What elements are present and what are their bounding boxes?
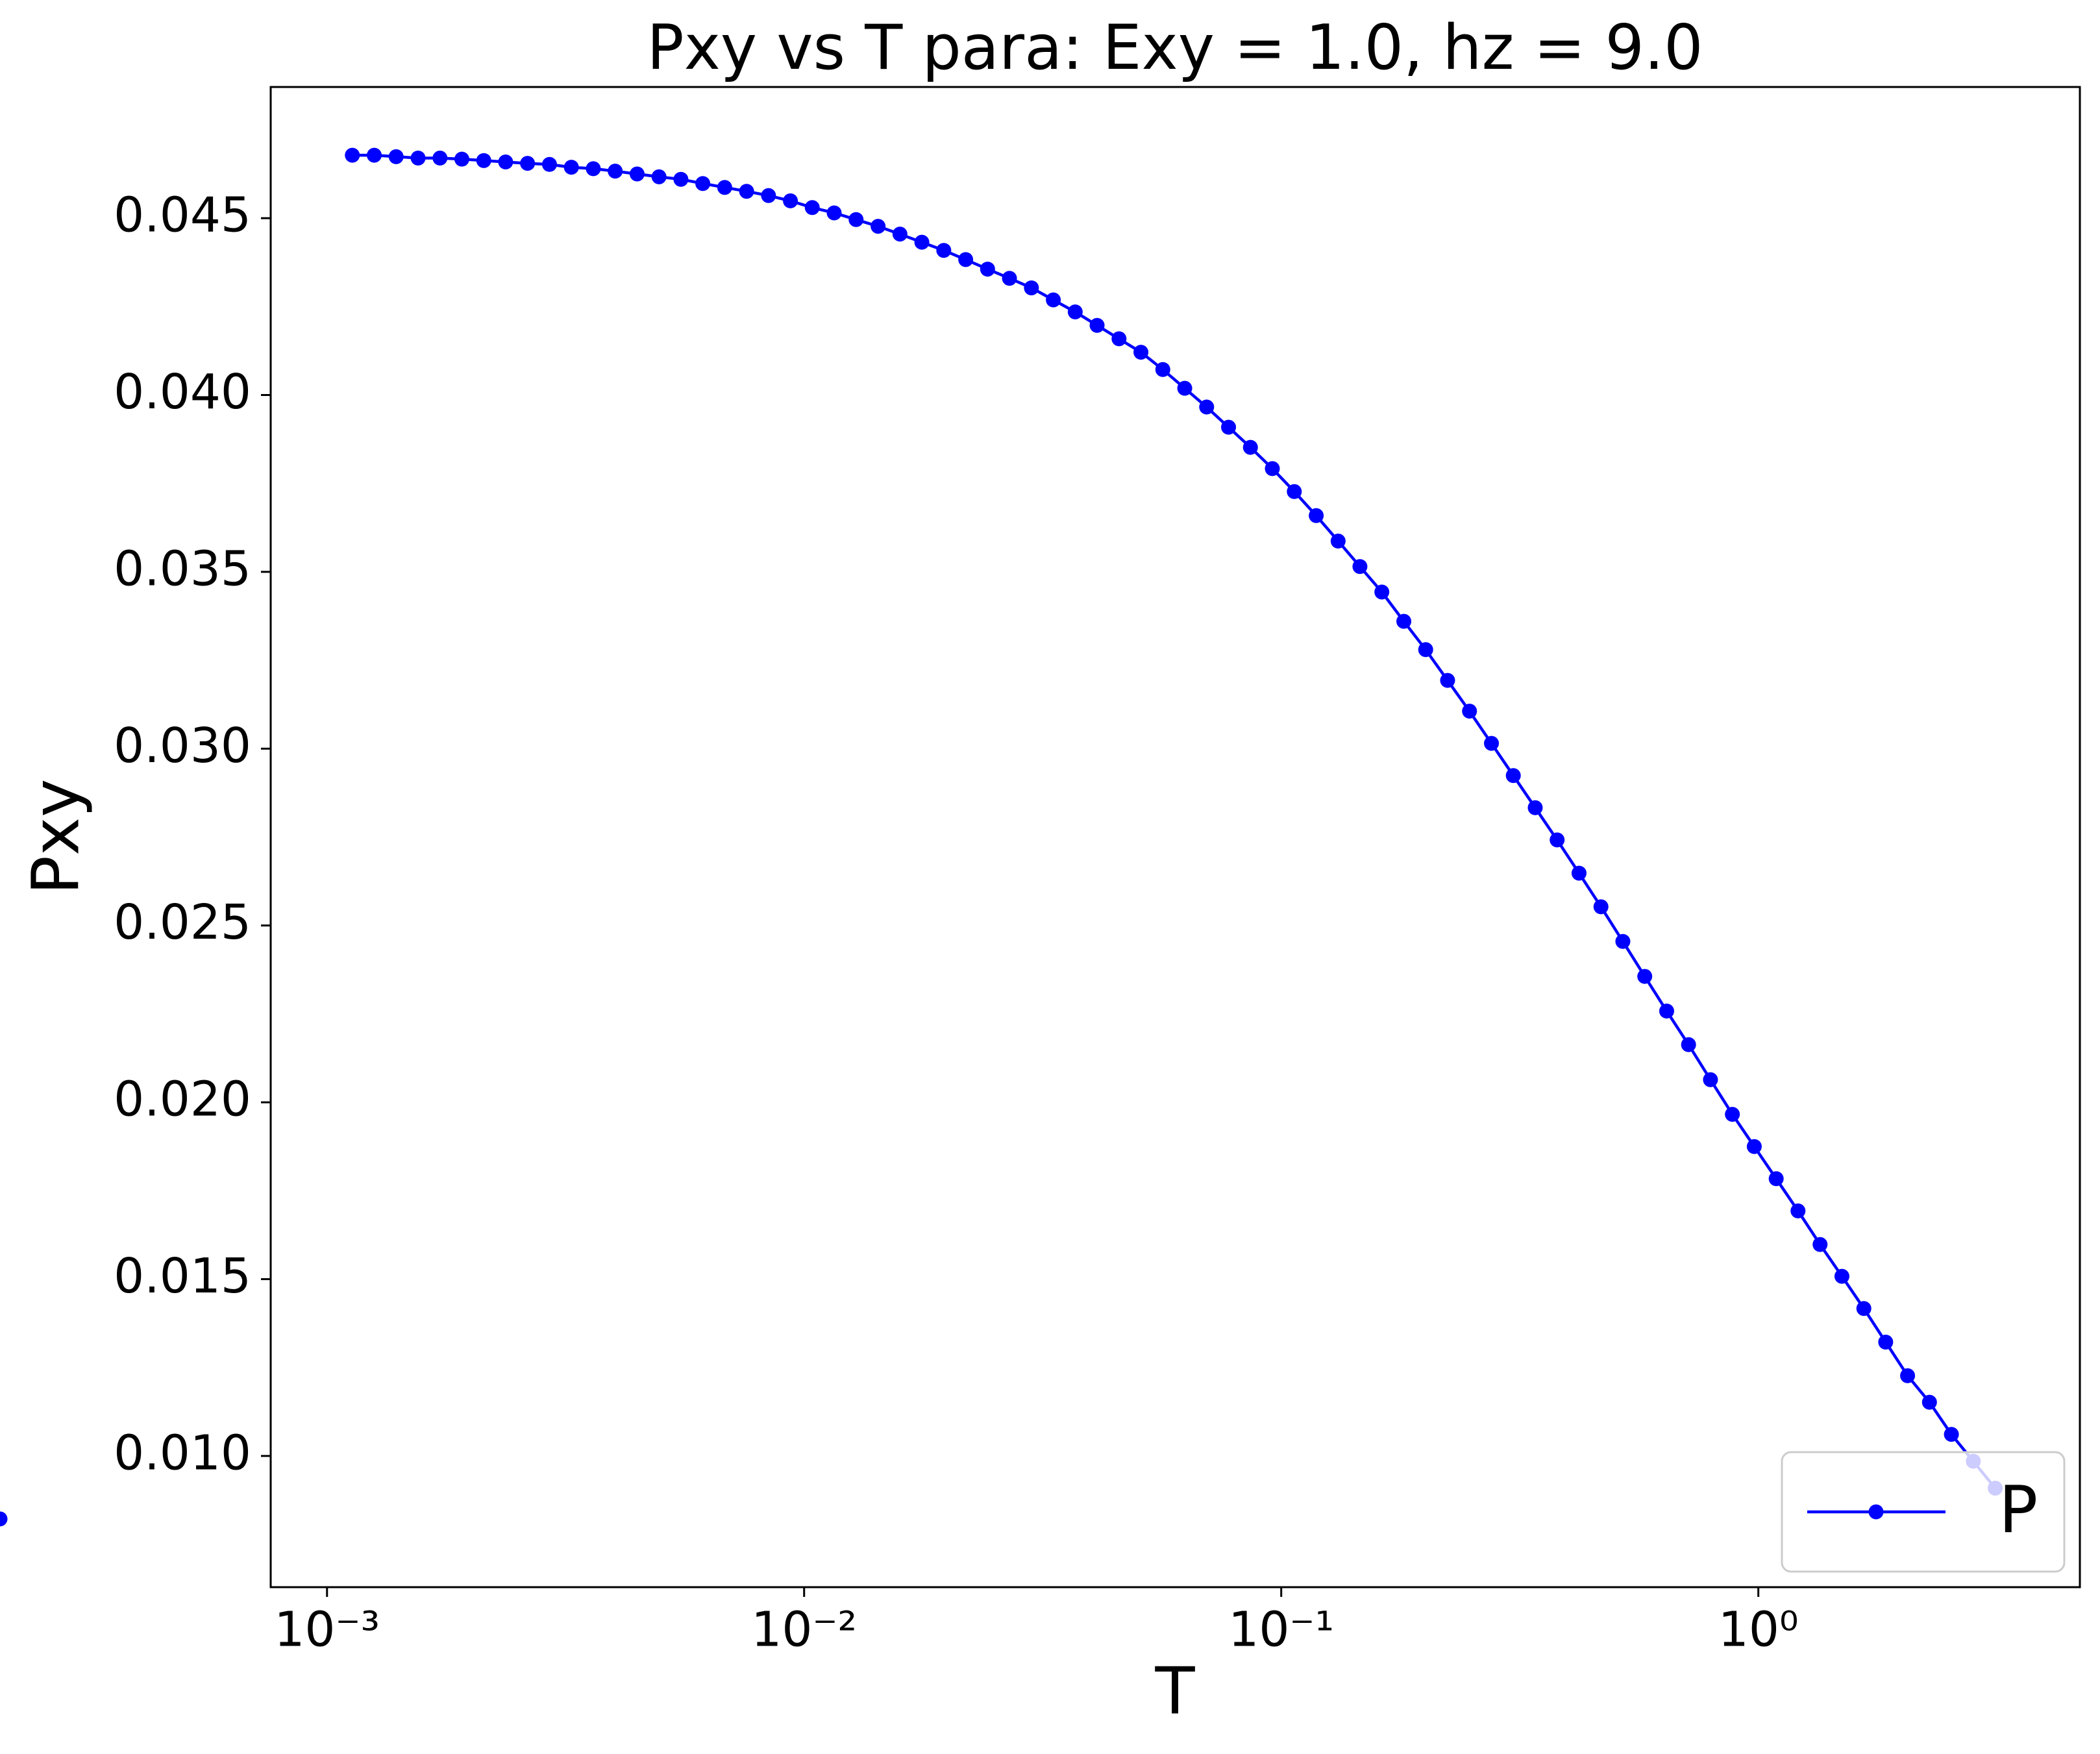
data-point	[958, 252, 974, 267]
data-point	[410, 151, 426, 166]
data-point	[1681, 1037, 1696, 1052]
data-point	[980, 262, 995, 277]
data-point	[1330, 534, 1346, 549]
data-point	[1046, 292, 1061, 308]
data-point	[871, 219, 886, 234]
data-point	[1309, 508, 1324, 523]
data-point	[1002, 271, 1017, 286]
data-point	[1177, 380, 1192, 396]
data-point	[1550, 832, 1565, 848]
data-point	[1812, 1237, 1828, 1252]
data-point	[1484, 735, 1500, 751]
legend-label: P	[1999, 1472, 2038, 1548]
x-tick-label: 10⁻¹	[1228, 1602, 1334, 1658]
data-point	[783, 193, 798, 208]
y-tick-label: 0.035	[114, 541, 251, 597]
data-point	[1221, 419, 1237, 435]
plot-frame	[269, 86, 2081, 1588]
data-point	[0, 1511, 8, 1527]
data-point	[388, 149, 404, 164]
data-point	[1352, 559, 1368, 574]
data-point	[1374, 584, 1390, 600]
data-point	[1287, 484, 1302, 499]
y-tick-label: 0.030	[114, 718, 251, 774]
data-point	[1067, 304, 1083, 319]
data-point	[1396, 613, 1412, 629]
data-point	[1659, 1004, 1674, 1019]
data-point	[1725, 1107, 1740, 1122]
data-point	[520, 156, 536, 171]
chart-title: Pxy vs T para: Exy = 1.0, hz = 9.0	[647, 12, 1703, 84]
data-point	[1089, 317, 1105, 333]
data-point	[826, 205, 842, 221]
data-point	[717, 180, 732, 195]
data-point	[1527, 800, 1543, 815]
data-point	[608, 164, 623, 179]
data-point	[476, 153, 491, 168]
data-point	[1944, 1427, 1959, 1442]
x-tick-label: 10⁻²	[751, 1602, 857, 1658]
data-point	[804, 200, 820, 216]
data-point	[651, 169, 667, 184]
data-point	[695, 176, 711, 191]
data-point	[367, 147, 382, 163]
data-point	[1921, 1394, 1937, 1410]
data-point	[1155, 362, 1170, 377]
y-axis-label: Pxy	[18, 779, 93, 895]
data-point	[1615, 933, 1631, 949]
data-point	[541, 156, 557, 172]
data-line	[352, 153, 1997, 1489]
data-point	[1790, 1203, 1806, 1218]
data-point	[1746, 1139, 1762, 1154]
data-point	[1834, 1268, 1849, 1284]
data-point	[739, 184, 754, 199]
x-axis-label: T	[1154, 1653, 1195, 1729]
data-point	[454, 151, 469, 167]
data-point	[1265, 461, 1280, 476]
data-point	[892, 227, 908, 242]
y-tick-label: 0.020	[114, 1072, 251, 1128]
data-point	[1024, 280, 1039, 295]
y-tick-label: 0.045	[114, 188, 251, 243]
data-point	[563, 160, 579, 175]
data-point	[1505, 768, 1521, 784]
y-tick-label: 0.040	[114, 364, 251, 420]
data-point	[345, 147, 360, 163]
data-point	[1571, 865, 1587, 881]
data-point	[1440, 673, 1455, 688]
data-point	[1133, 345, 1149, 360]
y-tick-label: 0.025	[114, 895, 251, 950]
data-point	[761, 188, 776, 203]
y-tick-label: 0.015	[114, 1248, 251, 1304]
data-point	[1768, 1171, 1784, 1187]
data-point	[1856, 1301, 1871, 1316]
data-point	[498, 154, 513, 169]
x-tick-label: 10⁰	[1718, 1602, 1799, 1658]
data-point	[432, 151, 448, 166]
data-point	[1878, 1334, 1894, 1350]
data-point	[586, 161, 601, 177]
data-point	[1900, 1368, 1916, 1383]
data-point	[848, 212, 864, 227]
data-point	[1418, 642, 1433, 658]
data-point	[936, 243, 952, 258]
data-point	[673, 171, 689, 187]
data-point	[1703, 1072, 1718, 1087]
data-point	[629, 166, 645, 182]
data-point	[914, 234, 930, 250]
data-point	[1111, 331, 1127, 347]
y-tick-label: 0.010	[114, 1425, 251, 1481]
data-point	[1242, 439, 1258, 455]
x-tick-label: 10⁻³	[274, 1602, 380, 1658]
data-point	[1593, 899, 1609, 915]
legend-marker	[1868, 1504, 1884, 1520]
data-point	[1462, 704, 1477, 719]
data-point	[1199, 399, 1215, 415]
data-point	[1637, 969, 1653, 984]
